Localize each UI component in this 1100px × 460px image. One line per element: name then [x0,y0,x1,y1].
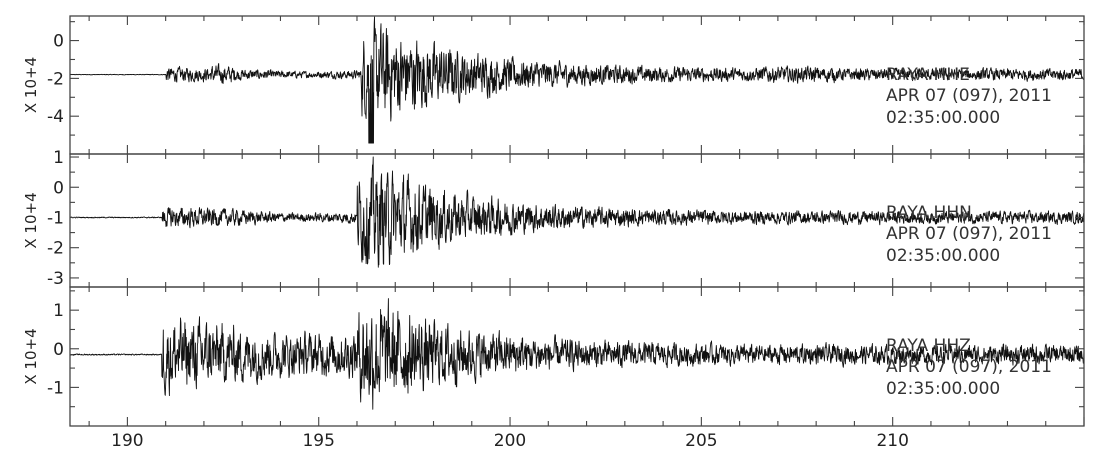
time-label: 02:35:00.000 [886,246,1000,266]
y-axis-label: X 10+4 [22,328,40,384]
x-tick-label: 190 [111,431,143,451]
y-tick-label: -4 [47,107,64,127]
station-label: RAYA HHZ [886,336,971,356]
y-tick-label: 0 [53,32,64,52]
y-tick-label: -1 [47,208,64,228]
y-tick-label: -2 [47,69,64,89]
y-tick-label: 0 [53,178,64,198]
date-label: APR 07 (097), 2011 [886,224,1052,244]
y-tick-label: 0 [53,340,64,360]
panel-frame [69,286,1085,427]
y-axis-label: X 10+4 [22,192,40,248]
y-tick-label: -2 [47,239,64,259]
date-label: APR 07 (097), 2011 [886,86,1052,106]
x-tick-label: 205 [685,431,717,451]
waveform-trace-hhn [70,156,1084,268]
time-label: 02:35:00.000 [886,379,1000,399]
waveform-trace-hhz [70,298,1084,410]
y-axis-label: X 10+4 [22,57,40,113]
station-label: RAYA HHE [886,65,970,85]
y-tick-label: -1 [47,378,64,398]
x-tick-label: 195 [302,431,334,451]
waveform-trace-hhe [70,16,1084,144]
y-tick-label: -3 [47,269,64,289]
x-tick-label: 210 [876,431,908,451]
x-tick-label: 200 [494,431,526,451]
date-label: APR 07 (097), 2011 [886,357,1052,377]
station-label: RAYA HHN [886,203,972,223]
y-tick-label: 1 [53,148,64,168]
panel-frame [69,15,1085,155]
time-label: 02:35:00.000 [886,108,1000,128]
y-tick-label: 1 [53,301,64,321]
